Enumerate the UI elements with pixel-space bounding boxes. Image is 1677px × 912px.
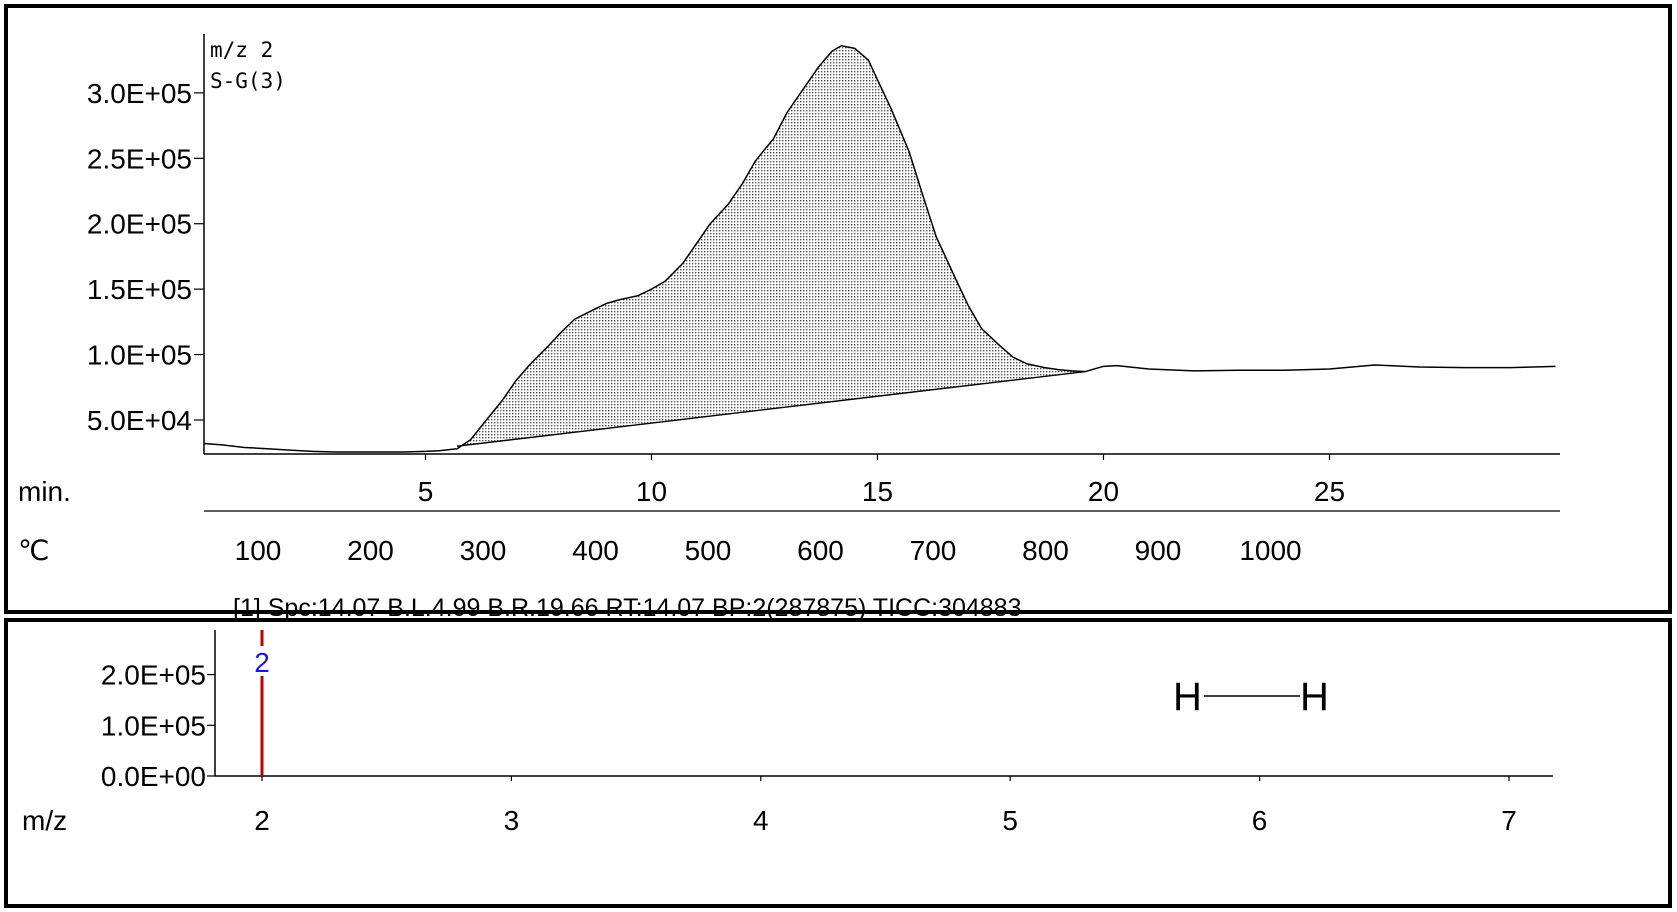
y-tick-label: 1.0E+05	[101, 710, 206, 741]
y-tick-label: 2.0E+05	[101, 660, 206, 691]
x-tick-label: 15	[862, 476, 893, 507]
secondary-x-tick-label: 400	[572, 535, 619, 566]
x-axis-label: m/z	[22, 805, 67, 836]
secondary-x-tick-label: 800	[1022, 535, 1069, 566]
secondary-x-tick-label: 900	[1135, 535, 1182, 566]
x-axis-label: min.	[18, 476, 71, 507]
x-tick-label: 6	[1252, 805, 1268, 836]
chromatogram-panel: 5.0E+04 1.0E+05 1.5E+05 2.0E+05 2.5E+05 3.0E+…	[4, 4, 1672, 614]
bar-label-background	[256, 646, 268, 676]
y-tick-label: 3.0E+05	[87, 78, 192, 109]
x-tick-label: 7	[1501, 805, 1517, 836]
x-tick-label: 2	[254, 805, 270, 836]
y-tick-label: 2.0E+05	[87, 209, 192, 240]
x-tick-label: 20	[1088, 476, 1119, 507]
series-line	[203, 45, 1556, 453]
h2-structure: H H	[1173, 675, 1329, 719]
x-tick-label: 5	[418, 476, 434, 507]
secondary-x-tick-label: 500	[685, 535, 732, 566]
x-tick-label: 10	[636, 476, 667, 507]
spectrum-bar	[260, 630, 264, 776]
annotation-mz: m/z 2	[210, 38, 273, 62]
secondary-x-tick-label: 100	[235, 535, 282, 566]
secondary-x-tick-label: 1000	[1239, 535, 1301, 566]
y-tick-label: 1.5E+05	[87, 274, 192, 305]
secondary-x-tick-label: 700	[910, 535, 957, 566]
y-tick-label: 5.0E+04	[87, 405, 192, 436]
secondary-x-axis-label: ℃	[18, 535, 49, 566]
structure-left-atom: H	[1173, 675, 1202, 719]
chromatogram-chart: 5.0E+04 1.0E+05 1.5E+05 2.0E+05 2.5E+05 3.0E+…	[18, 34, 1560, 566]
x-tick-label: 5	[1002, 805, 1018, 836]
secondary-x-tick-label: 300	[460, 535, 507, 566]
mass-spectrum-chart: [1] Spc:14.07 B.L.4.99 B.R.19.66 RT:14.0…	[22, 594, 1553, 836]
secondary-x-tick-label: 600	[797, 535, 844, 566]
baseline-line	[457, 370, 1086, 447]
y-tick-label: 0.0E+00	[101, 761, 206, 792]
bar-label: 2	[254, 647, 270, 678]
x-tick-label: 4	[753, 805, 769, 836]
mass-spectrum-content: [1] Spc:14.07 B.L.4.99 B.R.19.66 RT:14.0…	[22, 594, 1553, 836]
spectrum-info: [1] Spc:14.07 B.L.4.99 B.R.19.66 RT:14.0…	[233, 594, 1022, 622]
structure-right-atom: H	[1300, 675, 1329, 719]
y-tick-label: 2.5E+05	[87, 143, 192, 174]
mass-spectrum-panel: [1] Spc:14.07 B.L.4.99 B.R.19.66 RT:14.0…	[4, 594, 1672, 908]
integrated-peak-area	[457, 45, 1086, 449]
secondary-x-tick-label: 200	[347, 535, 394, 566]
annotation-filter: S-G(3)	[210, 69, 286, 93]
x-tick-label: 3	[504, 805, 520, 836]
y-tick-label: 1.0E+05	[87, 340, 192, 371]
x-tick-label: 25	[1314, 476, 1345, 507]
